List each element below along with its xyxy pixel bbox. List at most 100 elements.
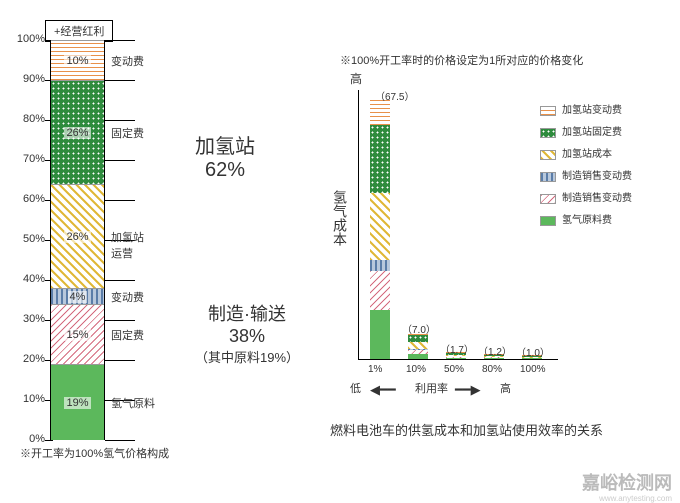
legend-label: 加氢站固定费 [562, 122, 622, 144]
group-note-2: （其中原料19%） [195, 347, 299, 366]
right-bars-area: 1%（67.5）10%（7.0）50%（1.7）80%（1.2）100%（1.0… [358, 90, 558, 360]
group-sub-1: 62% [195, 159, 255, 182]
y-tick-label: 70% [23, 153, 45, 165]
y-tick-mark-right [105, 320, 135, 321]
y-tick-mark-right [105, 440, 135, 441]
legend-label: 氢气原料费 [562, 210, 612, 232]
y-tick-label: 40% [23, 273, 45, 285]
legend-item: 氢气原料费 [540, 210, 632, 232]
arrow-left: ◀━━ [370, 382, 396, 398]
bar-segment: 26% [51, 184, 104, 288]
segment-value: 19% [64, 397, 90, 409]
legend-label: 加氢站成本 [562, 144, 612, 166]
legend: 加氢站变动费加氢站固定费加氢站成本制造销售变动费制造销售变动费氢气原料费 [540, 100, 632, 232]
left-y-axis: 0%10%20%30%40%50%60%70%80%90%100% [5, 40, 45, 440]
segment-value: 10% [64, 55, 90, 67]
y-tick-label: 50% [23, 233, 45, 245]
right-bar-value: （7.0） [402, 321, 436, 336]
y-label-high: 高 [350, 70, 362, 87]
group-title-1: 加氢站 [195, 130, 255, 159]
bar-segment: 10% [51, 40, 104, 80]
legend-label: 制造销售变动费 [562, 188, 632, 210]
group-title-2: 制造·输送 [195, 300, 299, 326]
segment-name: 变动费 [111, 289, 171, 305]
y-tick-label: 60% [23, 193, 45, 205]
legend-swatch [540, 216, 556, 226]
legend-item: 加氢站成本 [540, 144, 632, 166]
y-tick-mark-right [105, 160, 135, 161]
right-bar-segment [370, 193, 390, 261]
y-tick-mark-right [105, 200, 135, 201]
right-y-axis-line [358, 90, 359, 360]
y-tick-mark-right [105, 40, 135, 41]
legend-swatch [540, 128, 556, 138]
left-stacked-bar-chart: 0%10%20%30%40%50%60%70%80%90%100% 10%变动费… [5, 40, 175, 460]
legend-item: 加氢站固定费 [540, 122, 632, 144]
x-label-high: 高 [500, 380, 511, 396]
right-caption: 燃料电池车的供氢成本和加氢站使用效率的关系 [330, 420, 660, 439]
legend-item: 制造销售变动费 [540, 188, 632, 210]
bar-segment: 4% [51, 288, 104, 304]
right-bar-segment [370, 271, 390, 310]
bar-segment: 15% [51, 304, 104, 364]
top-box-label: +经营红利 [45, 20, 113, 42]
right-bar-segment [370, 125, 390, 193]
legend-label: 制造销售变动费 [562, 166, 632, 188]
y-axis-label: 氢气成本 [330, 190, 350, 246]
watermark: 嘉峪检测网 [582, 469, 672, 495]
x-label-low: 低 [350, 380, 361, 396]
legend-label: 加氢站变动费 [562, 100, 622, 122]
bar-segment: 19% [51, 364, 104, 440]
segment-name: 固定费 [111, 327, 171, 343]
legend-swatch [540, 194, 556, 204]
segment-name: 加氢站 运营 [111, 229, 171, 261]
right-bar-segment [446, 358, 466, 359]
right-bar-value: （1.0） [516, 344, 550, 359]
y-tick-label: 0% [29, 433, 45, 445]
legend-item: 加氢站变动费 [540, 100, 632, 122]
right-x-tick: 100% [520, 364, 546, 375]
y-tick-label: 80% [23, 113, 45, 125]
right-x-tick: 1% [368, 364, 382, 375]
x-label-mid: 利用率 [415, 380, 448, 396]
arrow-right: ━━▶ [455, 382, 481, 398]
right-bar [408, 332, 428, 359]
y-tick-label: 10% [23, 393, 45, 405]
legend-item: 制造销售变动费 [540, 166, 632, 188]
legend-swatch [540, 150, 556, 160]
segment-name: 变动费 [111, 53, 171, 69]
left-footnote: ※开工率为100%氢气价格构成 [20, 445, 169, 461]
right-x-tick: 10% [406, 364, 426, 375]
bar-segment: 26% [51, 80, 104, 184]
y-tick-mark-right [105, 80, 135, 81]
right-bar-segment [408, 354, 428, 359]
y-tick-mark-right [105, 280, 135, 281]
watermark-sub: www.anytesting.com [599, 494, 672, 503]
segment-value: 26% [64, 231, 90, 243]
legend-swatch [540, 172, 556, 182]
y-tick-mark [45, 440, 53, 441]
right-x-tick: 80% [482, 364, 502, 375]
segment-name: 固定费 [111, 125, 171, 141]
right-bar-value: （67.5） [375, 88, 414, 103]
y-tick-label: 100% [17, 33, 45, 45]
right-top-note: ※100%开工率时的价格设定为1所对应的价格变化 [340, 52, 583, 68]
right-bar-segment [408, 342, 428, 349]
right-bar [370, 99, 390, 359]
segment-value: 26% [64, 127, 90, 139]
legend-swatch [540, 106, 556, 116]
right-bar-segment [370, 260, 390, 270]
y-tick-mark-right [105, 120, 135, 121]
segment-name: 氢气原料 [111, 395, 171, 411]
group-sub-2: 38% [195, 326, 299, 347]
right-bar-segment [370, 310, 390, 359]
right-bar-value: （1.2） [478, 343, 512, 358]
segment-value: 4% [68, 291, 88, 303]
right-x-tick: 50% [444, 364, 464, 375]
y-tick-label: 90% [23, 73, 45, 85]
left-bar-container: 10%变动费26%固定费26%加氢站 运营4%变动费15%固定费19%氢气原料 [50, 40, 105, 440]
group-label-manufacture: 制造·输送 38% （其中原料19%） [195, 300, 299, 366]
group-label-station: 加氢站 62% [195, 130, 255, 182]
right-bar-value: （1.7） [440, 341, 474, 356]
y-tick-label: 30% [23, 313, 45, 325]
